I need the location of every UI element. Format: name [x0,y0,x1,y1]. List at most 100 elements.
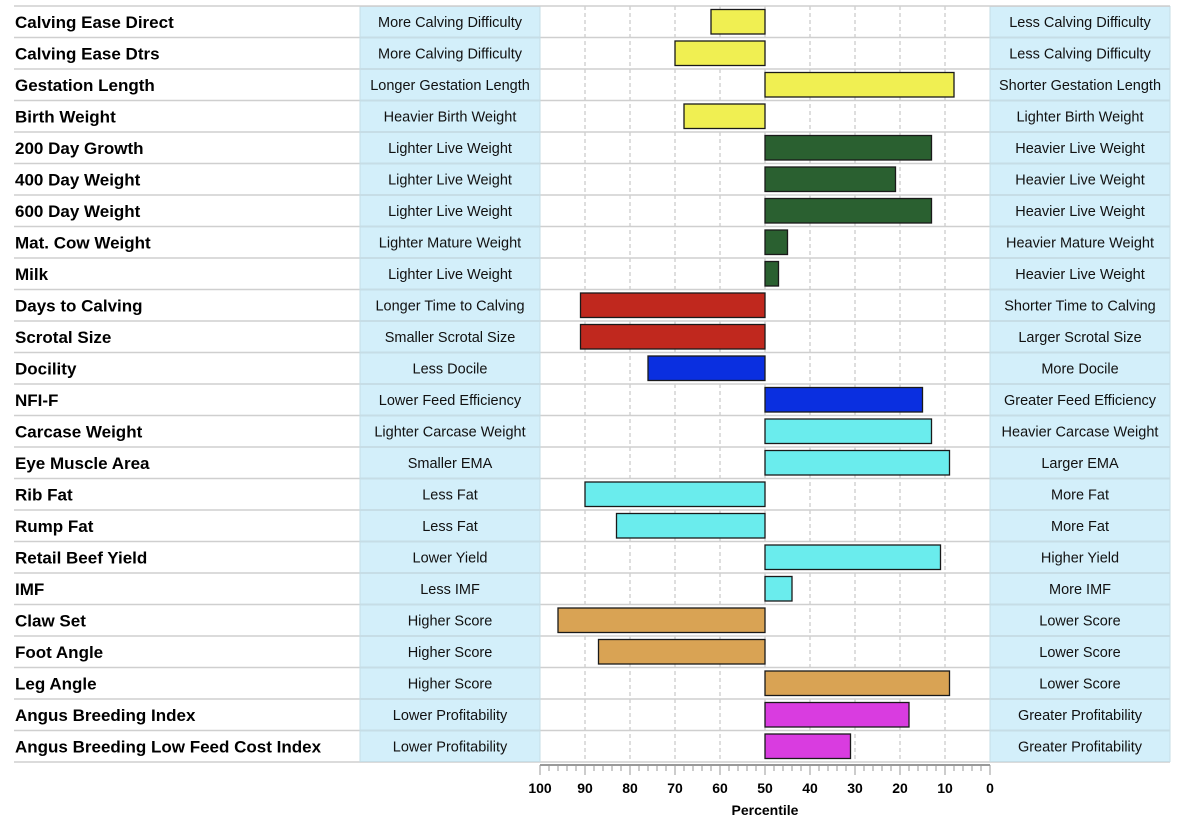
left-descriptor-box [359,447,541,479]
left-descriptor: Lower Profitability [393,708,508,724]
right-descriptor: Heavier Live Weight [1015,141,1145,157]
trait-name: Claw Set [15,611,86,630]
rows-layer: Calving Ease Direct More Calving Difficul… [14,5,1171,763]
left-descriptor-box [359,415,541,447]
right-descriptor: More Docile [1041,361,1118,377]
left-descriptor-box [359,352,541,384]
left-descriptor-box [359,195,541,227]
x-tick-label: 0 [986,780,994,796]
right-descriptor: Heavier Mature Weight [1006,235,1154,251]
bar [764,229,789,256]
trait-name: Calving Ease Direct [15,13,174,32]
left-descriptor-box [359,510,541,542]
x-tick-label: 40 [802,780,818,796]
trait-name: Angus Breeding Low Feed Cost Index [15,737,322,756]
trait-name: Leg Angle [15,674,97,693]
left-descriptor-box [359,69,541,101]
right-descriptor-box [989,226,1171,258]
bar [764,260,780,287]
left-descriptor-box [359,478,541,510]
left-descriptor: Less Fat [422,519,478,535]
bar [764,134,933,161]
trait-name: Eye Muscle Area [15,454,150,473]
right-descriptor: Less Calving Difficulty [1009,46,1151,62]
right-descriptor-box [989,69,1171,101]
bar [764,544,942,571]
x-tick-label: 90 [577,780,593,796]
left-descriptor-box [359,699,541,731]
right-descriptor-box [989,730,1171,762]
bar [584,481,766,508]
trait-name: Foot Angle [15,643,103,662]
trait-name: Angus Breeding Index [15,706,196,725]
right-descriptor: Heavier Carcase Weight [1002,424,1159,440]
x-tick-label: 10 [937,780,953,796]
right-descriptor-box [989,163,1171,195]
left-descriptor: Higher Score [408,645,493,661]
bar [764,166,897,193]
x-axis: 100 90 80 70 60 50 40 30 20 10 0 [528,764,994,796]
left-descriptor: Lighter Live Weight [388,141,512,157]
left-descriptor-box [359,321,541,353]
right-descriptor: Shorter Gestation Length [999,78,1161,94]
bar [764,701,910,728]
right-descriptor-box [989,321,1171,353]
right-descriptor-box [989,699,1171,731]
trait-name: NFI-F [15,391,58,410]
right-descriptor-box [989,573,1171,605]
left-descriptor-box [359,289,541,321]
trait-name: 600 Day Weight [15,202,141,221]
left-descriptor: Lighter Live Weight [388,267,512,283]
left-descriptor-box [359,132,541,164]
trait-name: Scrotal Size [15,328,111,347]
left-descriptor: Lower Yield [413,550,488,566]
right-descriptor-box [989,604,1171,636]
right-descriptor: Larger EMA [1041,456,1119,472]
left-descriptor: Higher Score [408,613,493,629]
right-descriptor-box [989,478,1171,510]
left-descriptor: Heavier Birth Weight [384,109,517,125]
right-descriptor: Shorter Time to Calving [1004,298,1156,314]
trait-name: Birth Weight [15,107,116,126]
bar [764,71,955,98]
trait-name: 200 Day Growth [15,139,144,158]
trait-name: 400 Day Weight [15,170,141,189]
left-descriptor: Lighter Live Weight [388,172,512,188]
bar [647,355,766,382]
left-descriptor: Lower Profitability [393,739,508,755]
right-descriptor-box [989,636,1171,668]
left-descriptor: Lighter Live Weight [388,204,512,220]
right-descriptor-box [989,195,1171,227]
left-descriptor-box [359,226,541,258]
left-descriptor-box [359,37,541,69]
bar [764,418,933,445]
right-descriptor-box [989,510,1171,542]
trait-name: Docility [15,359,77,378]
bar [557,607,766,634]
trait-name: Calving Ease Dtrs [15,44,160,63]
left-descriptor-box [359,667,541,699]
bar [579,323,766,350]
left-descriptor: Less Fat [422,487,478,503]
bar [764,197,933,224]
bar [764,733,852,760]
right-descriptor: Heavier Live Weight [1015,204,1145,220]
left-descriptor-box [359,163,541,195]
bar [764,449,951,476]
left-descriptor-box [359,573,541,605]
right-descriptor-box [989,384,1171,416]
trait-name: Milk [15,265,49,284]
right-descriptor: Lower Score [1039,676,1120,692]
left-descriptor: Higher Score [408,676,493,692]
trait-name: Carcase Weight [15,422,143,441]
x-tick-label: 30 [847,780,863,796]
left-descriptor: Lighter Mature Weight [379,235,521,251]
right-descriptor: Lower Score [1039,645,1120,661]
left-descriptor-box [359,604,541,636]
right-descriptor: Lower Score [1039,613,1120,629]
left-descriptor-box [359,258,541,290]
left-descriptor: Longer Time to Calving [375,298,524,314]
right-descriptor-box [989,37,1171,69]
bar [579,292,766,319]
